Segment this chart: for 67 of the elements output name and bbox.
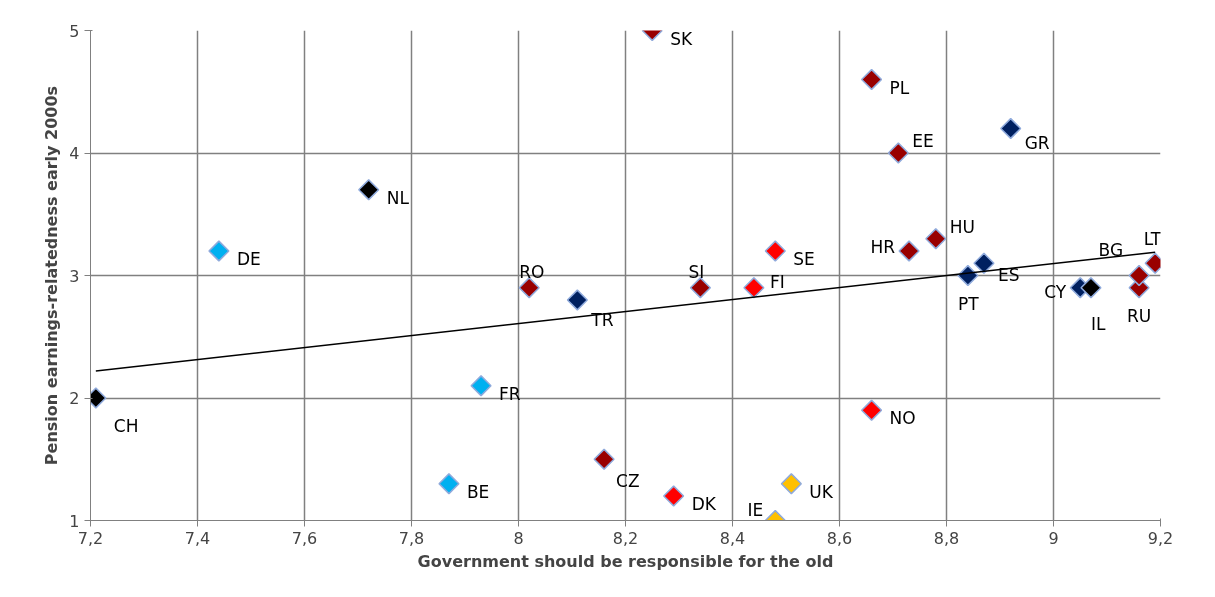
x-tick-label: 8,8 bbox=[933, 528, 960, 548]
y-tick-label: 5 bbox=[69, 21, 80, 41]
y-tick-label: 4 bbox=[69, 144, 80, 163]
series-label: SE bbox=[793, 249, 815, 269]
point bbox=[1000, 117, 1022, 140]
x-tick-label: 9,2 bbox=[1147, 528, 1174, 548]
series-label: GR bbox=[1024, 132, 1050, 153]
point bbox=[780, 473, 802, 495]
series-label: FI bbox=[769, 271, 785, 292]
point bbox=[438, 473, 460, 495]
series-label: FR bbox=[499, 383, 521, 404]
series-label: IE bbox=[747, 499, 764, 520]
series-label: SI bbox=[688, 261, 705, 282]
series-label: SK bbox=[670, 28, 694, 49]
y-axis-title: Pension earnings-relatedness early 2000s bbox=[42, 85, 62, 466]
y-tick-label: 3 bbox=[69, 266, 80, 286]
point bbox=[887, 142, 909, 164]
series-label: PT bbox=[957, 293, 980, 314]
series-label: DE bbox=[236, 249, 261, 269]
series-label: LT bbox=[1143, 229, 1162, 250]
series-label: HR bbox=[870, 237, 896, 257]
series-label: EE bbox=[912, 131, 934, 151]
x-tick-label: 7,8 bbox=[398, 528, 425, 548]
point bbox=[358, 179, 380, 201]
x-tick-label: 7,6 bbox=[291, 528, 318, 548]
point bbox=[898, 240, 920, 262]
series-label: TR bbox=[590, 310, 614, 330]
series-label: HU bbox=[949, 216, 976, 237]
point bbox=[663, 485, 685, 507]
x-tick-label: 8,6 bbox=[826, 528, 853, 548]
point bbox=[1080, 277, 1102, 299]
point bbox=[566, 289, 588, 311]
point bbox=[689, 277, 712, 299]
x-tick-label: 8 bbox=[513, 528, 524, 548]
x-tick-label: 8,4 bbox=[719, 528, 746, 548]
x-axis-title: Government should be responsible for the old bbox=[417, 551, 834, 571]
series-label: DK bbox=[691, 494, 717, 514]
series-label: CY bbox=[1044, 281, 1067, 302]
point bbox=[470, 375, 492, 397]
series-label: UK bbox=[809, 481, 834, 502]
series-label: RO bbox=[519, 261, 545, 282]
x-tick-label: 9 bbox=[1048, 528, 1059, 548]
point bbox=[208, 240, 230, 262]
point bbox=[593, 448, 615, 470]
x-tick-label: 8,2 bbox=[612, 528, 639, 548]
point bbox=[925, 228, 947, 250]
x-tick-label: 7,4 bbox=[184, 528, 211, 548]
series-label: PL bbox=[889, 77, 910, 98]
series-label: BG bbox=[1098, 239, 1124, 260]
point bbox=[860, 68, 883, 91]
series-label: BE bbox=[466, 481, 490, 502]
point bbox=[743, 277, 765, 299]
point bbox=[518, 277, 540, 299]
point bbox=[860, 399, 883, 421]
series-label: NO bbox=[889, 408, 916, 429]
point bbox=[1128, 264, 1150, 287]
point bbox=[764, 240, 786, 262]
series-label: ES bbox=[997, 265, 1020, 286]
y-tick-label: 2 bbox=[69, 389, 80, 408]
series-label: CZ bbox=[616, 471, 640, 492]
series-label: IL bbox=[1090, 313, 1106, 334]
x-tick-label: 7,2 bbox=[77, 528, 104, 548]
y-tick-label: 1 bbox=[69, 511, 80, 531]
series-label: RU bbox=[1126, 305, 1152, 326]
series-label: CH bbox=[113, 416, 139, 436]
series-label: NL bbox=[386, 187, 410, 208]
point bbox=[973, 252, 995, 274]
